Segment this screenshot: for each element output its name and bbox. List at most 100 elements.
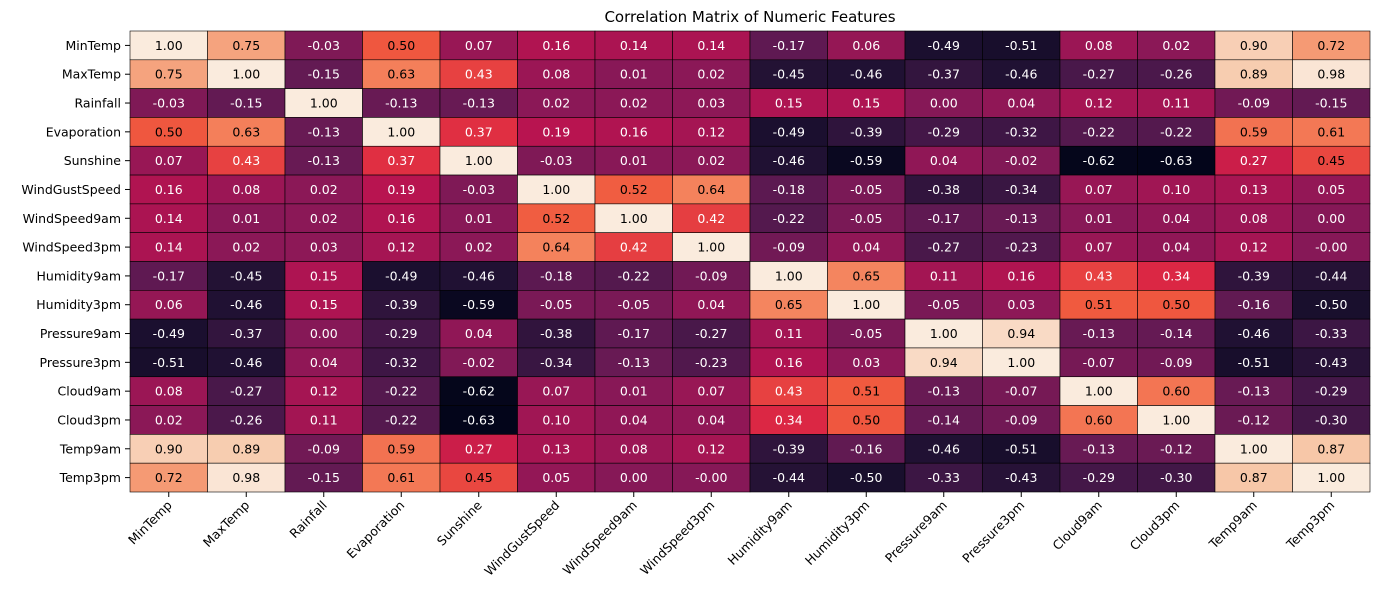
cell-value-label-13-2: 0.11 — [310, 412, 338, 427]
y-tick-label-6: WindSpeed9am — [23, 211, 121, 226]
heatmap-cell-7-5 — [517, 232, 596, 262]
cell-value-label-8-5: -0.18 — [540, 268, 572, 283]
heatmap-cell-14-0 — [129, 434, 208, 464]
cell-value-label-10-3: -0.29 — [385, 326, 417, 341]
heatmap-cell-9-4 — [439, 290, 518, 320]
heatmap-cell-7-14 — [1214, 232, 1293, 262]
x-tick-label-11: Pressure3pm — [959, 498, 1027, 566]
cell-value-label-4-3: 0.37 — [387, 153, 415, 168]
cell-value-label-13-13: 1.00 — [1162, 412, 1190, 427]
heatmap-cell-11-15 — [1292, 347, 1371, 378]
cell-value-label-13-10: -0.14 — [928, 412, 960, 427]
cell-value-label-0-12: 0.08 — [1085, 38, 1113, 53]
heatmap-cell-5-10 — [904, 174, 983, 205]
cell-value-label-3-0: 0.50 — [155, 124, 183, 139]
cell-value-label-15-10: -0.33 — [928, 470, 960, 485]
heatmap-cell-10-2 — [284, 318, 363, 349]
cell-value-label-1-3: 0.63 — [387, 67, 415, 82]
heatmap-cell-10-7 — [672, 318, 751, 349]
x-tick-label-5: WindGustSpeed — [481, 498, 562, 579]
cell-value-label-8-15: -0.44 — [1315, 268, 1347, 283]
cell-value-label-12-7: 0.07 — [697, 384, 725, 399]
cell-value-label-8-14: -0.39 — [1238, 268, 1270, 283]
cell-value-label-4-2: -0.13 — [308, 153, 340, 168]
cell-value-label-2-2: 1.00 — [310, 96, 338, 111]
heatmap-cell-13-11 — [982, 405, 1061, 435]
heatmap-cell-0-2 — [284, 30, 363, 61]
heatmap-cell-10-5 — [517, 318, 596, 349]
heatmap-cell-8-3 — [362, 261, 441, 291]
heatmap-cell-9-9 — [827, 290, 906, 320]
heatmap-cell-8-15 — [1292, 261, 1371, 291]
heatmap-cell-12-3 — [362, 376, 441, 406]
x-tick-label-2: Rainfall — [286, 498, 329, 541]
heatmap-cell-3-1 — [207, 117, 286, 147]
heatmap-cell-4-15 — [1292, 145, 1371, 176]
heatmap-cell-4-1 — [207, 145, 286, 176]
cell-value-label-8-11: 0.16 — [1007, 268, 1035, 283]
heatmap-cell-0-0 — [129, 30, 208, 61]
cell-value-label-10-8: 0.11 — [775, 326, 803, 341]
heatmap-cell-15-11 — [982, 462, 1061, 493]
heatmap-cell-7-6 — [594, 232, 673, 262]
cell-value-label-4-14: 0.27 — [1240, 153, 1268, 168]
cell-value-label-0-4: 0.07 — [465, 38, 493, 53]
cell-value-label-3-9: -0.39 — [850, 124, 882, 139]
heatmap-cell-9-13 — [1137, 290, 1216, 320]
heatmap-cell-11-6 — [594, 347, 673, 378]
heatmap-cell-12-6 — [594, 376, 673, 406]
cell-value-label-3-2: -0.13 — [308, 124, 340, 139]
cell-value-label-0-1: 0.75 — [232, 38, 260, 53]
heatmap-cell-1-3 — [362, 59, 441, 89]
cell-value-label-1-14: 0.89 — [1240, 67, 1268, 82]
heatmap-cell-9-5 — [517, 290, 596, 320]
cell-value-label-1-8: -0.45 — [773, 67, 805, 82]
cell-value-label-1-1: 1.00 — [232, 67, 260, 82]
heatmap-cell-4-8 — [749, 145, 828, 176]
cell-value-label-8-1: -0.45 — [230, 268, 262, 283]
heatmap-cell-0-13 — [1137, 30, 1216, 61]
heatmap-cell-8-9 — [827, 261, 906, 291]
cell-value-label-8-4: -0.46 — [463, 268, 495, 283]
cell-value-label-0-8: -0.17 — [773, 38, 805, 53]
cell-value-label-6-0: 0.14 — [155, 211, 183, 226]
cell-value-label-9-5: -0.05 — [540, 297, 572, 312]
cell-value-label-7-2: 0.03 — [310, 240, 338, 255]
heatmap-cell-2-13 — [1137, 88, 1216, 118]
cell-value-label-8-7: -0.09 — [695, 268, 727, 283]
cell-value-label-4-0: 0.07 — [155, 153, 183, 168]
cell-value-label-5-15: 0.05 — [1317, 182, 1345, 197]
y-tick-label-3: Evaporation — [46, 124, 121, 139]
cell-value-label-14-11: -0.51 — [1005, 441, 1037, 456]
heatmap-cell-9-7 — [672, 290, 751, 320]
heatmap-cell-7-15 — [1292, 232, 1371, 262]
x-tick-label-13: Cloud3pm — [1127, 498, 1183, 554]
cell-value-label-13-9: 0.50 — [852, 412, 880, 427]
y-tick-labels: MinTemp MaxTemp Rainfall Evaporation Sunshin… — [21, 38, 130, 485]
cell-value-label-15-1: 0.98 — [232, 470, 260, 485]
cell-value-label-12-6: 0.01 — [620, 384, 648, 399]
cell-value-label-3-8: -0.49 — [773, 124, 805, 139]
heatmap-cell-4-11 — [982, 145, 1061, 176]
cell-value-label-10-5: -0.38 — [540, 326, 572, 341]
cell-value-label-10-10: 1.00 — [930, 326, 958, 341]
cell-value-label-1-7: 0.02 — [697, 67, 725, 82]
cell-value-label-14-13: -0.12 — [1160, 441, 1192, 456]
cell-value-label-1-12: -0.27 — [1083, 67, 1115, 82]
heatmap-cell-9-11 — [982, 290, 1061, 320]
cell-value-label-4-1: 0.43 — [232, 153, 260, 168]
cell-value-label-10-14: -0.46 — [1238, 326, 1270, 341]
cell-value-label-6-9: -0.05 — [850, 211, 882, 226]
cell-value-label-12-14: -0.13 — [1238, 384, 1270, 399]
heatmap-cell-10-3 — [362, 318, 441, 349]
heatmap-cell-2-14 — [1214, 88, 1293, 118]
x-tick-label-0: MinTemp — [125, 497, 175, 547]
heatmap-cell-13-7 — [672, 405, 751, 435]
heatmap-cell-13-13 — [1137, 405, 1216, 435]
cell-value-label-15-9: -0.50 — [850, 470, 882, 485]
heatmap-cell-2-4 — [439, 88, 518, 118]
cell-value-label-13-4: -0.63 — [463, 412, 495, 427]
heatmap-cell-14-15 — [1292, 434, 1371, 464]
cell-value-label-7-0: 0.14 — [155, 240, 183, 255]
heatmap-cell-6-8 — [749, 203, 828, 233]
